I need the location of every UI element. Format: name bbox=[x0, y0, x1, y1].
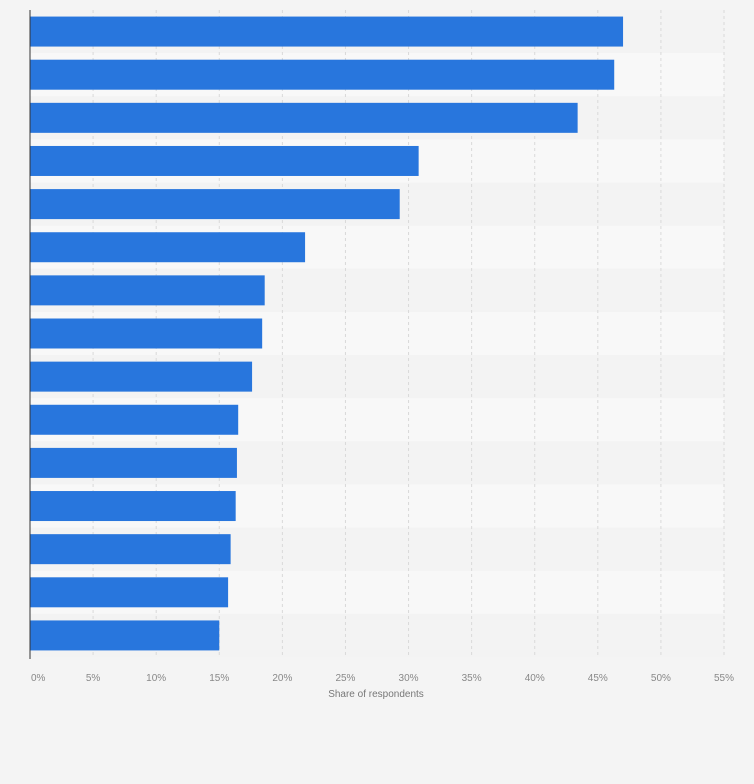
bar[interactable] bbox=[30, 145, 419, 176]
x-tick-label: 55% bbox=[714, 673, 734, 684]
bar[interactable] bbox=[30, 447, 237, 478]
bar[interactable] bbox=[30, 16, 624, 47]
x-tick-label: 0% bbox=[31, 673, 46, 684]
x-tick-label: 20% bbox=[272, 673, 292, 684]
x-tick-label: 50% bbox=[651, 673, 671, 684]
bar[interactable] bbox=[30, 232, 306, 263]
bar[interactable] bbox=[30, 275, 265, 306]
bar[interactable] bbox=[30, 620, 220, 651]
bar[interactable] bbox=[30, 534, 231, 565]
x-tick-label: 10% bbox=[146, 673, 166, 684]
bar[interactable] bbox=[30, 318, 263, 349]
x-tick-labels: 0% 5% 10% 15% 20% 25% 30% 35% 40% 45% 50% 55% bbox=[31, 673, 734, 684]
x-tick-label: 5% bbox=[86, 673, 101, 684]
x-axis-label: Share of respondents bbox=[328, 689, 424, 700]
bar[interactable] bbox=[30, 491, 236, 522]
x-tick-label: 25% bbox=[335, 673, 355, 684]
bar[interactable] bbox=[30, 189, 400, 220]
x-tick-label: 35% bbox=[462, 673, 482, 684]
bar[interactable] bbox=[30, 59, 615, 90]
bars bbox=[30, 16, 624, 651]
x-tick-label: 30% bbox=[399, 673, 419, 684]
bar[interactable] bbox=[30, 361, 253, 392]
bar[interactable] bbox=[30, 102, 578, 133]
bar[interactable] bbox=[30, 404, 239, 435]
x-tick-label: 40% bbox=[525, 673, 545, 684]
x-tick-label: 45% bbox=[588, 673, 608, 684]
bar[interactable] bbox=[30, 577, 229, 608]
x-tick-label: 15% bbox=[209, 673, 229, 684]
